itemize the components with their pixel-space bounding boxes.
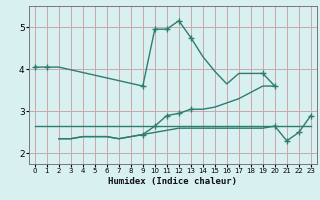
- X-axis label: Humidex (Indice chaleur): Humidex (Indice chaleur): [108, 177, 237, 186]
